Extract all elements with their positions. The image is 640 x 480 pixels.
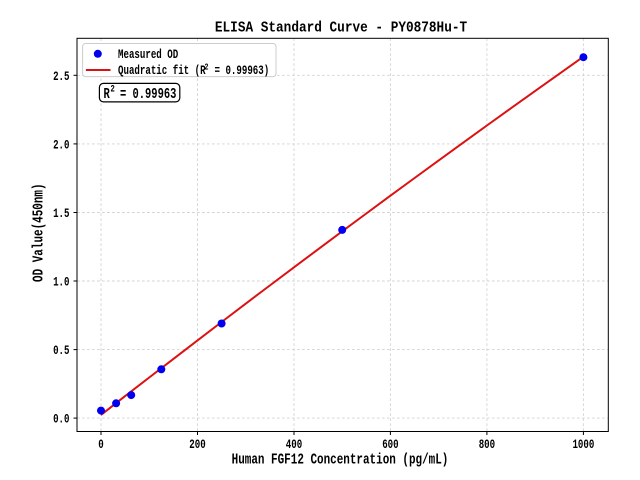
svg-text:400: 400 xyxy=(286,439,302,453)
svg-text:2.5: 2.5 xyxy=(53,71,69,85)
svg-text:800: 800 xyxy=(479,439,495,453)
svg-text:1.5: 1.5 xyxy=(53,208,69,222)
svg-text:2.0: 2.0 xyxy=(53,139,69,153)
svg-text:Measured OD: Measured OD xyxy=(118,49,179,63)
svg-text:OD Value(450nm): OD Value(450nm) xyxy=(30,183,47,282)
svg-text:1.0: 1.0 xyxy=(53,276,69,290)
svg-text:Quadratic fit (R: Quadratic fit (R xyxy=(118,65,206,79)
svg-text:Human FGF12 Concentration (pg/: Human FGF12 Concentration (pg/mL) xyxy=(232,451,449,468)
svg-text:2: 2 xyxy=(111,83,115,94)
svg-text:0.0: 0.0 xyxy=(53,413,69,427)
svg-text:0.5: 0.5 xyxy=(53,345,69,359)
svg-text:1000: 1000 xyxy=(572,439,594,453)
svg-text:ELISA Standard Curve - PY0878H: ELISA Standard Curve - PY0878Hu-T xyxy=(215,20,467,37)
svg-text:= 0.99963): = 0.99963) xyxy=(215,65,270,79)
svg-text:R: R xyxy=(104,85,111,102)
svg-text:= 0.99963: = 0.99963 xyxy=(120,85,176,102)
svg-text:0: 0 xyxy=(98,439,103,453)
svg-text:600: 600 xyxy=(382,439,398,453)
svg-text:2: 2 xyxy=(205,63,209,73)
svg-text:200: 200 xyxy=(189,439,205,453)
